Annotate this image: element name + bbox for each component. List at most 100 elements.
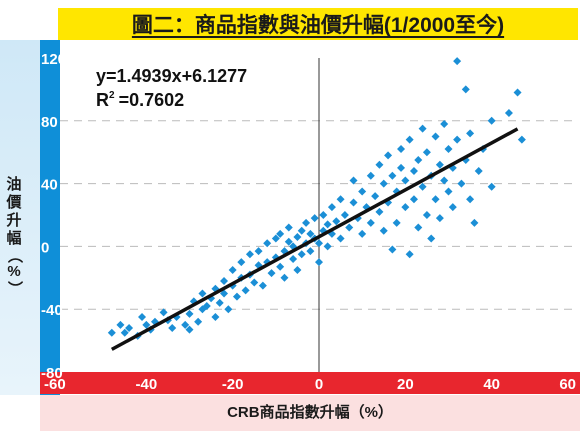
data-point	[332, 217, 341, 226]
r2-value: =0.7602	[119, 90, 185, 110]
data-point	[427, 234, 436, 243]
data-point	[293, 265, 302, 274]
data-point	[414, 156, 423, 165]
ylab-percent: %	[7, 263, 21, 280]
data-point	[327, 203, 336, 212]
data-point	[405, 135, 414, 144]
data-point	[418, 182, 427, 191]
x-axis-label: CRB商品指數升幅（%）	[227, 404, 393, 421]
r2-r: R	[96, 90, 109, 110]
data-point	[228, 265, 237, 274]
data-point	[284, 237, 293, 246]
data-point	[466, 129, 475, 138]
r2-sup: 2	[109, 90, 115, 101]
data-point	[487, 116, 496, 125]
data-point	[358, 187, 367, 196]
data-point	[116, 320, 125, 329]
data-point	[440, 176, 449, 185]
y-tick-labels: 120 80 40 0 -40 -80	[41, 51, 66, 382]
data-point	[431, 195, 440, 204]
data-point	[159, 308, 168, 317]
data-point	[254, 247, 263, 256]
data-point	[215, 298, 224, 307]
data-point	[397, 145, 406, 154]
data-point	[241, 286, 250, 295]
ylab-char-3: 升	[6, 212, 22, 229]
data-point	[250, 278, 259, 287]
y-tick-label: -80	[41, 365, 63, 382]
ylab-char-1: 油	[6, 176, 22, 193]
equation-label: y=1.4939x+6.1277	[96, 66, 247, 86]
data-point	[125, 324, 134, 333]
data-point	[224, 305, 233, 314]
data-point	[431, 132, 440, 141]
data-point	[504, 108, 513, 117]
data-point	[297, 226, 306, 235]
data-point	[237, 258, 246, 267]
data-point	[142, 320, 151, 329]
ylab-paren-close: ）	[6, 281, 23, 296]
data-point	[435, 214, 444, 223]
title-background	[58, 8, 578, 40]
data-point	[422, 211, 431, 219]
data-point	[379, 179, 388, 188]
data-point	[375, 160, 384, 169]
data-point	[276, 262, 285, 271]
data-point	[388, 171, 397, 180]
data-point	[414, 223, 423, 232]
data-point	[323, 220, 332, 229]
data-point	[267, 269, 276, 278]
data-point	[401, 176, 410, 185]
x-tick-label: -40	[135, 376, 157, 393]
data-point	[349, 176, 358, 185]
data-point	[422, 148, 431, 157]
data-point	[513, 88, 522, 97]
data-point	[315, 239, 323, 248]
data-point	[366, 171, 375, 180]
data-point	[138, 313, 147, 322]
data-point	[440, 119, 449, 128]
r-squared-label: R2 =0.7602	[96, 90, 184, 110]
data-point	[474, 167, 483, 176]
data-point	[232, 292, 241, 301]
data-point	[297, 250, 306, 259]
ylab-char-2: 價	[6, 194, 22, 211]
ylab-char-4: 幅	[6, 230, 22, 247]
data-point	[392, 218, 401, 227]
data-point	[461, 85, 470, 94]
data-point	[349, 198, 358, 207]
data-point	[168, 324, 177, 333]
data-point	[107, 328, 116, 337]
data-point	[457, 179, 466, 188]
data-point	[401, 203, 410, 212]
data-points	[107, 57, 526, 340]
data-point	[444, 145, 453, 154]
y-tick-label: 120	[41, 51, 66, 68]
data-point	[306, 229, 315, 238]
y-axis-band	[40, 40, 60, 395]
data-point	[470, 218, 479, 227]
x-tick-label: 40	[483, 376, 500, 393]
data-point	[444, 187, 453, 196]
left-decoration	[0, 40, 40, 395]
data-point	[366, 218, 375, 227]
data-point	[405, 250, 414, 259]
data-point	[358, 229, 367, 238]
data-point	[375, 207, 384, 216]
data-point	[435, 160, 444, 169]
data-point	[289, 254, 298, 263]
data-point	[323, 242, 332, 251]
data-point	[418, 124, 427, 133]
y-tick-label: 0	[41, 239, 49, 256]
data-point	[302, 218, 311, 227]
data-point	[487, 182, 496, 191]
bottom-decoration	[40, 395, 580, 431]
data-point	[306, 247, 315, 256]
data-point	[181, 320, 190, 329]
x-tick-label: -20	[222, 376, 244, 393]
ylab-paren-open: （	[6, 248, 23, 263]
data-point	[293, 232, 302, 241]
data-point	[340, 211, 349, 219]
data-point	[453, 57, 462, 66]
